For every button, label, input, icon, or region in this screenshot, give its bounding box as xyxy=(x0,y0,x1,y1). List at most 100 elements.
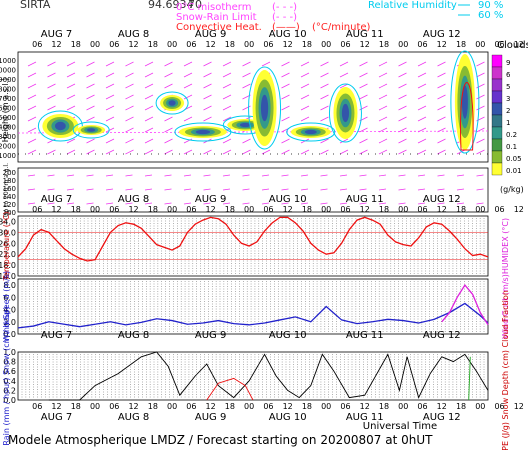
hour-label: 06 xyxy=(186,40,196,49)
wind-arrow-low xyxy=(203,188,211,191)
y-tick-label: 22.0 xyxy=(0,250,16,259)
legend-text: 0°C misotherm xyxy=(176,2,251,13)
wind-arrow xyxy=(105,83,115,89)
wind-arrow xyxy=(86,116,95,122)
y-axis-label-right: HUMIDEX (°C) xyxy=(501,218,510,274)
wind-arrow xyxy=(27,83,37,89)
panel-frame xyxy=(17,215,489,277)
wind-arrow xyxy=(300,105,310,111)
hour-label: 00 xyxy=(475,40,485,49)
y-tick-label: 160 xyxy=(3,185,16,193)
legend-swatch: (——) xyxy=(272,22,300,33)
y-tick-label: 0.0 xyxy=(3,396,16,405)
wind-arrow-low xyxy=(183,188,192,191)
y-tick-label: 6.0 xyxy=(3,293,16,302)
wind-arrow-low xyxy=(281,174,289,177)
wind-arrow xyxy=(281,83,290,89)
wind-arrow xyxy=(339,83,349,89)
wind-arrow-low xyxy=(378,174,387,177)
y-tick-label: 8000 xyxy=(0,86,16,94)
wind-arrow xyxy=(222,105,232,111)
hour-label: 18 xyxy=(456,205,466,214)
wind-arrow xyxy=(164,149,173,155)
hour-label: 12 xyxy=(360,402,370,411)
day-label: AUG 9 xyxy=(195,330,226,341)
wind-arrow-low xyxy=(125,174,133,177)
legend-text: Convective Heat. xyxy=(176,22,262,33)
wind-arrow-low xyxy=(339,174,348,177)
cloud-blob xyxy=(304,129,317,135)
hour-label: 12 xyxy=(283,205,293,214)
wind-arrow xyxy=(164,72,173,78)
wind-arrow xyxy=(144,116,154,122)
wind-arrow xyxy=(222,138,232,144)
y-axis-label: Wind Speed (m/s) xyxy=(2,271,11,342)
rh-contour xyxy=(450,50,480,154)
wind-arrow xyxy=(456,149,466,155)
wind-arrow xyxy=(378,116,388,122)
wind-arrow-low xyxy=(125,202,133,205)
wind-arrow xyxy=(359,105,368,111)
wind-arrow xyxy=(203,94,212,100)
wind-arrow xyxy=(281,72,290,78)
cloud-legend-level: 0.05 xyxy=(506,155,522,163)
wind-arrow xyxy=(222,72,232,78)
hour-label: 18 xyxy=(456,40,466,49)
series-line xyxy=(17,216,489,262)
wind-arrow xyxy=(281,116,290,122)
hour-label: 12 xyxy=(206,40,216,49)
wind-arrow-low xyxy=(261,202,270,205)
y-axis-label-right: CAPE (J/g) Snow Depth (cm) Cloud Fractio… xyxy=(501,290,510,450)
cloud-blob xyxy=(461,85,468,119)
y-tick-label: 7000 xyxy=(0,95,16,103)
wind-arrow xyxy=(417,149,427,155)
wind-arrow-low xyxy=(339,202,348,205)
wind-arrow xyxy=(164,127,173,133)
hour-label: 00 xyxy=(244,402,254,411)
wind-arrow-low xyxy=(144,188,153,191)
wind-arrow xyxy=(66,83,76,89)
wind-arrow-low xyxy=(125,188,133,191)
wind-arrow xyxy=(437,94,446,100)
hour-label: 06 xyxy=(263,402,273,411)
hour-label: 06 xyxy=(263,205,273,214)
day-label: AUG 9 xyxy=(195,29,226,40)
cloud-blob xyxy=(86,128,96,132)
wind-arrow xyxy=(66,138,76,144)
y-tick-label: 2000 xyxy=(0,143,16,151)
coord-label: 94.6934 xyxy=(148,0,194,11)
y-axis-label-right: Wind Gust (m/s) xyxy=(501,274,510,339)
wind-arrow xyxy=(417,83,427,89)
y-tick-label: 200 xyxy=(3,169,16,177)
wind-arrow xyxy=(261,149,271,155)
hour-label: 06 xyxy=(186,402,196,411)
hour-label: 12 xyxy=(360,40,370,49)
cloud-legend-swatch xyxy=(491,78,503,92)
wind-arrow xyxy=(300,61,310,67)
wind-arrow-low xyxy=(437,174,445,177)
y-tick-label: 26.0 xyxy=(0,239,16,248)
wind-arrow xyxy=(27,105,37,111)
wind-arrow xyxy=(183,94,193,100)
hour-label: 18 xyxy=(379,40,389,49)
wind-arrow-low xyxy=(86,174,94,177)
hour-label: 18 xyxy=(379,402,389,411)
wind-arrow xyxy=(417,94,427,100)
wind-arrow xyxy=(203,116,212,122)
lowlevel-frame xyxy=(17,167,489,213)
wind-arrow xyxy=(300,149,310,155)
rh-contour xyxy=(248,66,282,150)
wind-arrow xyxy=(66,72,76,78)
wind-arrow xyxy=(125,149,134,155)
wind-arrow-low xyxy=(300,174,309,177)
hour-label: 12 xyxy=(437,205,447,214)
wind-arrow xyxy=(398,61,407,67)
wind-arrow xyxy=(144,127,154,133)
wind-arrow-low xyxy=(86,188,94,191)
y-tick-label: 34.0 xyxy=(0,217,16,226)
wind-arrow xyxy=(86,149,95,155)
wind-arrow xyxy=(398,72,407,78)
hour-label: 00 xyxy=(475,205,485,214)
wind-arrow xyxy=(359,138,368,144)
